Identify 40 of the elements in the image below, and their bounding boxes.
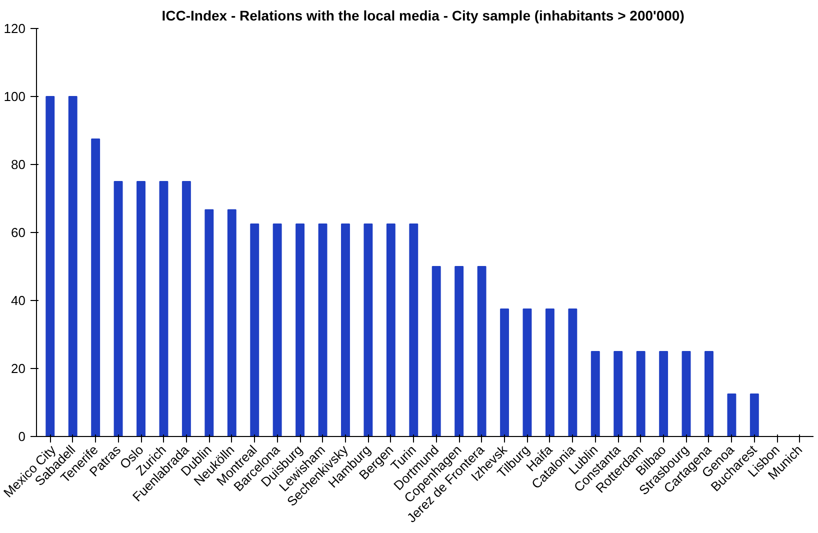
bar [454,266,464,436]
bar [296,224,305,436]
bar [136,181,146,436]
bar [614,351,623,436]
bar [727,394,736,436]
chart-title: ICC-Index - Relations with the local media - City sample (inhabitants > 200'000) [162,8,684,24]
bar [590,351,600,436]
bar [159,181,168,436]
bar [182,181,191,436]
bar [682,351,691,436]
y-tick-label: 40 [11,293,26,308]
y-tick-label: 120 [4,21,26,36]
bar [659,351,668,436]
bar [432,266,441,436]
bar [227,209,236,436]
bar [341,224,350,436]
y-tick-label: 0 [18,429,26,444]
bar [250,224,260,436]
bar [522,308,532,436]
bar [272,224,282,436]
bar [204,209,214,436]
bar [364,224,373,436]
bar [46,96,55,436]
bar [636,351,646,436]
y-tick-label: 60 [11,225,26,240]
bar [409,224,418,436]
bar [750,394,759,436]
bar [477,266,486,436]
bar [91,138,100,436]
y-tick-label: 80 [11,157,26,172]
y-tick-label: 20 [11,361,26,376]
bar [568,308,578,436]
bar [318,224,328,436]
y-tick-label: 100 [4,89,26,104]
bar [386,224,396,436]
bar [545,308,554,436]
bar [68,96,78,436]
bar [704,351,714,436]
bar [114,181,123,436]
bar [500,308,509,436]
